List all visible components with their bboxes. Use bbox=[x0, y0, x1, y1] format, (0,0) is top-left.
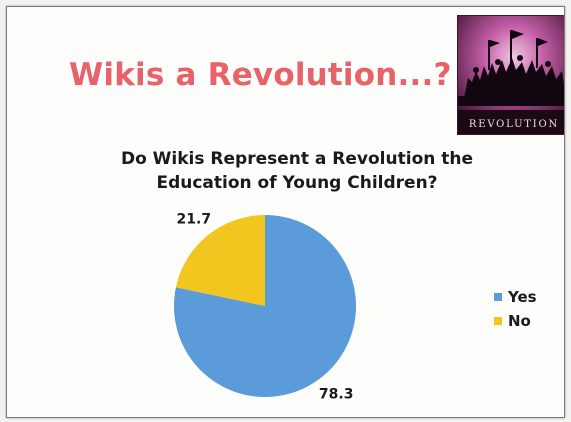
chart-title: Do Wikis Represent a Revolution the Educ… bbox=[67, 147, 527, 195]
legend-label-yes: Yes bbox=[508, 288, 537, 306]
legend-item-yes: Yes bbox=[494, 285, 537, 309]
chart-legend: Yes No bbox=[494, 285, 537, 333]
legend-swatch-no bbox=[494, 317, 502, 325]
revolution-banner-image: REVOLUTION bbox=[457, 15, 564, 135]
pie-chart: 78.3 21.7 bbox=[173, 211, 357, 403]
banner-text: REVOLUTION bbox=[469, 119, 559, 130]
legend-item-no: No bbox=[494, 309, 537, 333]
pie-slice-no bbox=[175, 215, 265, 306]
slide: Wikis a Revolution...? bbox=[6, 6, 565, 418]
slide-title: Wikis a Revolution...? bbox=[69, 57, 452, 93]
legend-swatch-yes bbox=[494, 293, 502, 301]
data-label-no: 21.7 bbox=[177, 211, 212, 227]
chart-title-line-1: Do Wikis Represent a Revolution the bbox=[120, 149, 474, 169]
legend-label-no: No bbox=[508, 312, 531, 330]
chart-title-line-2: Education of Young Children? bbox=[156, 173, 438, 193]
revolution-banner-art: REVOLUTION bbox=[458, 16, 564, 134]
data-label-yes: 78.3 bbox=[319, 387, 354, 403]
